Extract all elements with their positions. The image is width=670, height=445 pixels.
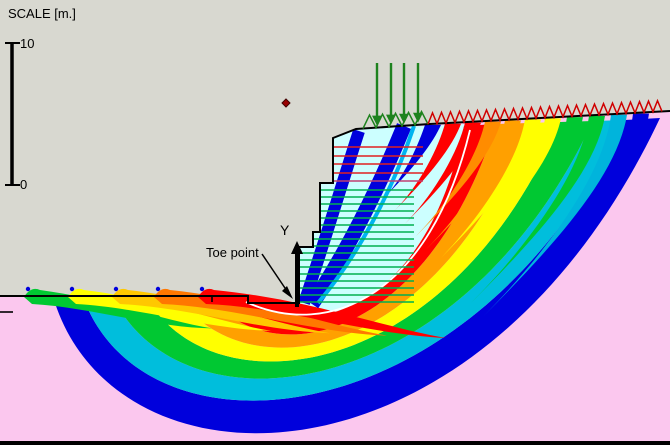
slip-wedge-tip xyxy=(69,286,75,292)
wall-slip-band xyxy=(305,123,411,309)
scale-max-label: 10 xyxy=(20,36,35,51)
scale-min-label: 0 xyxy=(20,177,28,192)
load-arrow-head xyxy=(386,114,396,125)
slip-wedge-tip xyxy=(25,286,31,292)
slip-band xyxy=(55,118,660,434)
scale-title: SCALE [m.] xyxy=(8,6,76,21)
toe-annotation-line xyxy=(261,253,288,292)
terrain-outline xyxy=(0,110,670,304)
toe-point-label: Toe point xyxy=(206,245,259,260)
slip-petal xyxy=(494,113,649,331)
slip-petal xyxy=(415,121,501,237)
y-axis-label: Y xyxy=(280,222,290,238)
bottom-border xyxy=(0,441,670,445)
surcharge-strip-red xyxy=(427,98,663,126)
load-arrow-head xyxy=(413,112,423,123)
slip-wedge-tip xyxy=(113,286,119,292)
slip-petal xyxy=(471,115,605,303)
slip-petal xyxy=(404,122,481,224)
slip-petal xyxy=(436,119,541,263)
wall-slip-band xyxy=(298,129,365,305)
slip-petal xyxy=(447,118,561,275)
y-axis-arrow-head xyxy=(291,241,303,254)
slip-wedge-tip xyxy=(155,286,161,292)
toe-annotation-arrow-head xyxy=(282,286,293,299)
slip-petal xyxy=(383,124,441,199)
slip-petal xyxy=(482,114,627,317)
slip-petal xyxy=(459,117,583,289)
slip-band xyxy=(85,120,625,401)
critical-slip-surface xyxy=(245,129,471,316)
wall-slip-band xyxy=(316,125,416,305)
slip-wedge-tip xyxy=(199,286,205,292)
point-marker-diamond xyxy=(281,98,291,108)
load-arrow-head xyxy=(372,115,382,126)
load-arrow-head xyxy=(399,113,409,124)
slip-petal xyxy=(394,123,461,212)
slip-petal xyxy=(426,120,521,250)
slip-band xyxy=(115,121,593,379)
